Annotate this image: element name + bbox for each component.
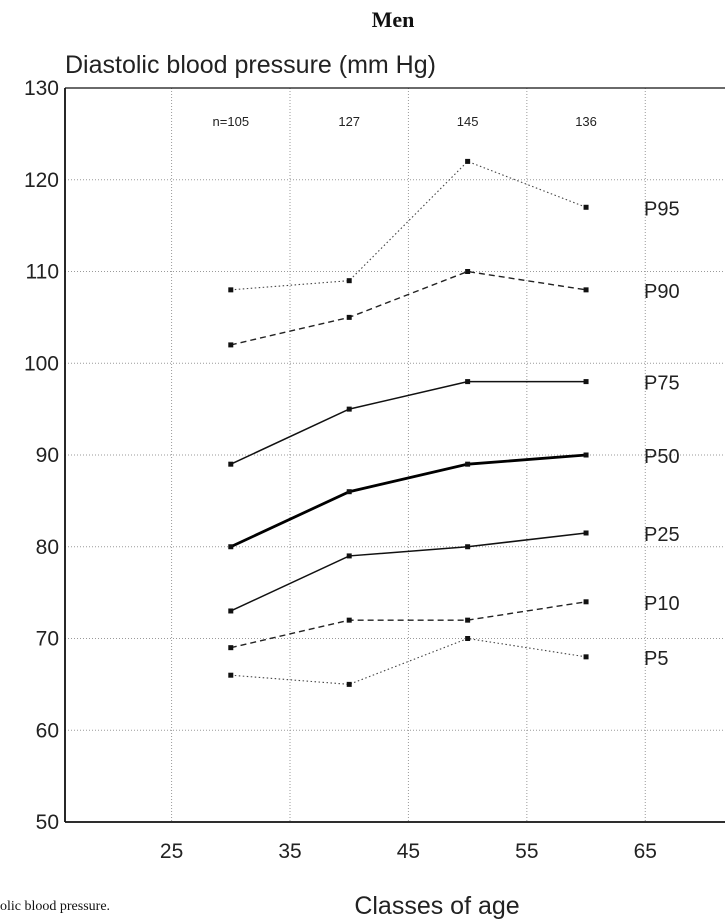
data-point-p90 <box>465 269 471 274</box>
data-point-p10 <box>465 617 471 623</box>
series-line-p10 <box>230 601 587 649</box>
figure-caption: olic blood pressure. <box>0 899 110 914</box>
data-point-p25 <box>583 530 589 536</box>
percentile-label-p90: P90 <box>644 281 680 303</box>
series-line-p75 <box>230 380 587 465</box>
series-line-p90 <box>230 270 587 346</box>
y-tick-label: 70 <box>36 628 59 651</box>
data-point-p5 <box>346 681 352 687</box>
data-point-p95 <box>228 287 234 293</box>
series-line-p25 <box>230 532 587 612</box>
sample-size-labels: n=105 127 145 136 <box>213 114 597 129</box>
data-point-p75 <box>583 379 589 385</box>
sample-size-label: n=105 <box>213 114 250 129</box>
data-point-p75 <box>346 406 352 412</box>
data-point-p25 <box>465 544 471 550</box>
series-lines <box>228 158 589 687</box>
data-point-p10 <box>346 617 352 623</box>
data-point-p10 <box>228 645 234 651</box>
data-point-p5 <box>228 672 234 678</box>
y-tick-label: 50 <box>36 811 59 834</box>
y-tick-label: 120 <box>24 169 59 192</box>
data-point-p50 <box>465 461 471 467</box>
y-tick-label: 90 <box>36 444 59 467</box>
gridlines <box>65 88 725 822</box>
percentile-label-p5: P5 <box>644 648 668 670</box>
axes <box>64 87 725 823</box>
x-tick-label: 65 <box>634 840 657 863</box>
tick-labels: 50 60 70 80 90 100 110 120 130 25 35 45 55 65 <box>24 77 657 863</box>
data-point-p50 <box>228 544 234 550</box>
data-point-p50 <box>346 489 352 495</box>
data-point-p25 <box>346 553 352 559</box>
percentile-label-p95: P95 <box>644 198 680 220</box>
data-point-p95 <box>346 278 352 284</box>
data-point-p5 <box>583 654 589 660</box>
data-point-p90 <box>583 287 589 293</box>
sample-size-label: 127 <box>338 114 360 129</box>
data-point-p25 <box>228 608 234 614</box>
y-tick-label: 60 <box>36 719 59 742</box>
data-point-p5 <box>465 636 471 641</box>
x-axis-label: Classes of age <box>354 892 519 920</box>
sample-size-label: 136 <box>575 114 597 129</box>
percentile-labels: P95 P90 P75 P50 P25 P10 P5 <box>644 198 680 670</box>
data-point-p90 <box>346 314 352 320</box>
data-point-p75 <box>465 379 471 385</box>
y-tick-label: 110 <box>26 261 59 284</box>
data-point-p50 <box>583 452 589 458</box>
percentile-label-p10: P10 <box>644 593 680 615</box>
x-tick-label: 55 <box>515 840 538 863</box>
y-tick-label: 80 <box>36 536 59 559</box>
data-point-p90 <box>228 342 234 348</box>
chart-title: Men <box>372 7 415 32</box>
y-tick-label: 100 <box>24 352 59 375</box>
data-point-p95 <box>583 204 589 210</box>
data-point-p10 <box>583 599 589 605</box>
series-line-p95 <box>230 160 587 291</box>
series-line-p50 <box>230 453 587 549</box>
percentile-label-p50: P50 <box>644 446 680 468</box>
x-tick-label: 45 <box>397 840 420 863</box>
y-axis-label: Diastolic blood pressure (mm Hg) <box>65 51 436 79</box>
percentile-label-p25: P25 <box>644 524 680 546</box>
y-tick-label: 130 <box>24 77 59 100</box>
x-tick-label: 25 <box>160 840 183 863</box>
percentile-label-p75: P75 <box>644 373 680 395</box>
data-point-p95 <box>465 158 471 164</box>
sample-size-label: 145 <box>457 114 479 129</box>
data-point-p75 <box>228 461 234 467</box>
x-tick-label: 35 <box>278 840 301 863</box>
